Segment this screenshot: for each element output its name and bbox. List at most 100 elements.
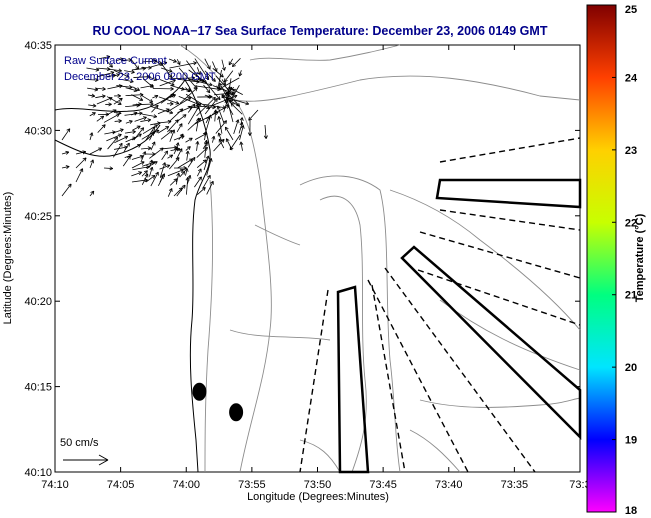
current-vector-head	[149, 159, 153, 163]
current-vector-head	[137, 125, 141, 130]
current-vector-head	[183, 167, 187, 171]
current-vector-head	[180, 187, 183, 192]
colorbar-tick-label: 24	[625, 72, 638, 84]
current-vector-head	[223, 78, 226, 82]
current-vector-head	[181, 170, 185, 173]
current-vector-head	[101, 94, 106, 97]
current-vector	[88, 104, 97, 107]
current-vector-head	[106, 56, 111, 60]
current-vector	[61, 166, 70, 169]
current-vector	[211, 105, 230, 115]
current-vector-head	[206, 66, 211, 70]
current-vector-head	[211, 135, 215, 139]
current-vector	[212, 135, 215, 143]
current-vector-head	[186, 90, 190, 93]
current-vector-head	[120, 98, 123, 102]
current-vector-head	[131, 72, 135, 74]
current-vector	[142, 124, 158, 135]
current-vector-head	[138, 102, 142, 105]
current-vector	[158, 96, 180, 105]
current-vector	[149, 132, 154, 141]
current-vector	[169, 94, 176, 98]
current-vector-head	[130, 79, 134, 83]
current-vector	[157, 108, 170, 115]
current-vector-head	[185, 177, 189, 181]
current-vector-head	[146, 166, 150, 170]
current-vector	[167, 119, 179, 133]
current-vector	[218, 77, 240, 90]
current-vector-head	[226, 138, 230, 141]
x-tick-label: 73:35	[501, 479, 529, 491]
current-vector-head	[221, 67, 225, 71]
current-vector-head	[218, 116, 222, 120]
current-vector-head	[202, 159, 207, 161]
current-vector-head	[105, 114, 110, 117]
current-vector-head	[176, 62, 181, 66]
plot-frame	[54, 44, 581, 473]
current-vector-head	[169, 112, 173, 115]
current-vector-head	[139, 154, 144, 157]
current-vector-head	[160, 175, 164, 178]
current-vector	[194, 58, 210, 80]
current-vector-head	[197, 141, 200, 145]
current-vector	[185, 87, 191, 93]
current-vector-head	[96, 67, 100, 71]
current-vector-head	[238, 72, 240, 77]
current-vector-head	[139, 171, 142, 176]
current-vector	[187, 103, 196, 113]
current-vector-head	[151, 141, 156, 145]
current-vector	[142, 60, 158, 63]
current-vector	[150, 141, 156, 151]
current-vector-head	[110, 71, 115, 73]
current-vector	[122, 59, 132, 61]
current-vector	[167, 169, 184, 177]
current-vector	[169, 62, 197, 69]
current-vector-head	[138, 111, 143, 114]
current-vector-head	[183, 166, 187, 169]
current-vector-head	[190, 158, 193, 163]
current-vector-head	[231, 92, 235, 96]
current-vector	[221, 79, 226, 86]
current-vector-head	[144, 179, 148, 183]
current-vector-head	[109, 65, 113, 68]
current-vector-head	[189, 175, 192, 179]
current-vector	[125, 87, 138, 92]
current-vector	[204, 131, 207, 141]
current-vector	[159, 162, 166, 178]
current-vector-head	[111, 71, 115, 75]
current-vector-head	[138, 171, 142, 173]
current-vector	[167, 77, 195, 80]
current-vector	[141, 94, 153, 103]
current-vector	[105, 59, 113, 68]
beam-box-diagonal	[400, 245, 582, 441]
y-tick-label: 40:10	[24, 467, 52, 479]
current-vector-head	[91, 93, 96, 97]
current-vector-head	[222, 82, 226, 86]
current-vector-head	[168, 130, 173, 132]
y-tick-label: 40:25	[24, 211, 52, 223]
current-vector	[114, 136, 128, 144]
current-vector	[196, 141, 199, 151]
current-vector-head	[169, 103, 174, 106]
current-vector	[160, 93, 175, 104]
current-vector-head	[208, 158, 212, 162]
current-vector	[264, 124, 267, 139]
y-tick-label: 40:20	[24, 296, 52, 308]
current-vector-head	[91, 132, 94, 137]
current-vector	[112, 129, 124, 134]
beam-dashed-line	[384, 267, 536, 473]
current-vector-head	[225, 120, 227, 125]
current-vector	[203, 155, 209, 171]
current-vector-head	[240, 141, 244, 145]
current-vector	[89, 147, 102, 155]
current-vector-head	[117, 93, 121, 97]
current-vector-head	[232, 89, 235, 93]
current-vector	[229, 134, 241, 150]
current-vector	[124, 131, 136, 134]
colorbar-tick-label: 18	[625, 505, 637, 517]
current-vector-head	[178, 123, 183, 126]
x-tick-label: 73:3	[569, 479, 590, 491]
colorbar-tick-label: 20	[625, 362, 637, 374]
current-vector-head	[140, 97, 144, 101]
